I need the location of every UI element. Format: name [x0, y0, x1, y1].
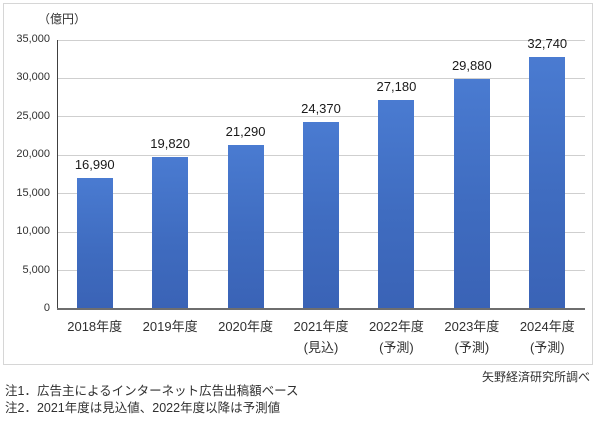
bar-value-label: 27,180 [376, 79, 417, 95]
footnote-line: 注2．2021年度は見込値、2022年度以降は予測値 [5, 401, 281, 415]
x-tick-label: 2019年度 [142, 319, 198, 334]
bar-value-label: 16,990 [74, 157, 115, 173]
y-tick-label: 0 [43, 302, 50, 314]
y-tick-label: 10,000 [16, 225, 50, 238]
bar-value-label: 29,880 [451, 58, 492, 74]
bar-value-label: 19,820 [150, 135, 191, 151]
bar-value-label: 32,740 [527, 36, 568, 52]
y-tick-label: 25,000 [16, 109, 50, 122]
y-tick-label: 35,000 [16, 33, 50, 45]
gridline [57, 116, 585, 118]
gridline [57, 77, 585, 79]
source-credit: 矢野経済研究所調べ [481, 370, 590, 384]
x-tick-label: 2021年度 [293, 319, 349, 334]
bar [227, 145, 264, 308]
gridline [57, 39, 585, 41]
x-tick-sublabel: (見込) [303, 340, 339, 355]
x-tick-label: 2023年度 [444, 319, 500, 334]
bar-value-label: 24,370 [301, 100, 341, 116]
x-tick-sublabel: (予測) [454, 340, 490, 355]
x-tick-label: 2022年度 [368, 319, 424, 334]
bar [529, 57, 566, 308]
footnotes: 注1．広告主によるインターネット広告出稿額ベース 注2．2021年度は見込値、2… [5, 383, 298, 417]
y-tick-label: 20,000 [16, 148, 50, 161]
y-tick-label: 15,000 [16, 186, 50, 199]
bar [303, 121, 339, 308]
x-tick-sublabel: (予測) [529, 340, 565, 355]
footnote-line: 注1．広告主によるインターネット広告出稿額ベース [5, 384, 299, 398]
bar [378, 100, 415, 308]
bar [76, 178, 113, 308]
x-tick-label: 2018年度 [67, 319, 123, 334]
y-tick-label: 5,000 [22, 263, 50, 276]
bar [152, 156, 189, 308]
x-tick-label: 2024年度 [519, 319, 575, 334]
x-axis-line [57, 308, 585, 310]
x-tick-sublabel: (予測) [379, 340, 414, 355]
bar [453, 79, 490, 308]
y-tick-label: 30,000 [16, 71, 50, 84]
y-axis-unit-label: （億円） [38, 12, 87, 26]
x-tick-label: 2020年度 [218, 319, 274, 334]
y-axis-line [57, 40, 58, 309]
bar-value-label: 21,290 [225, 124, 266, 140]
